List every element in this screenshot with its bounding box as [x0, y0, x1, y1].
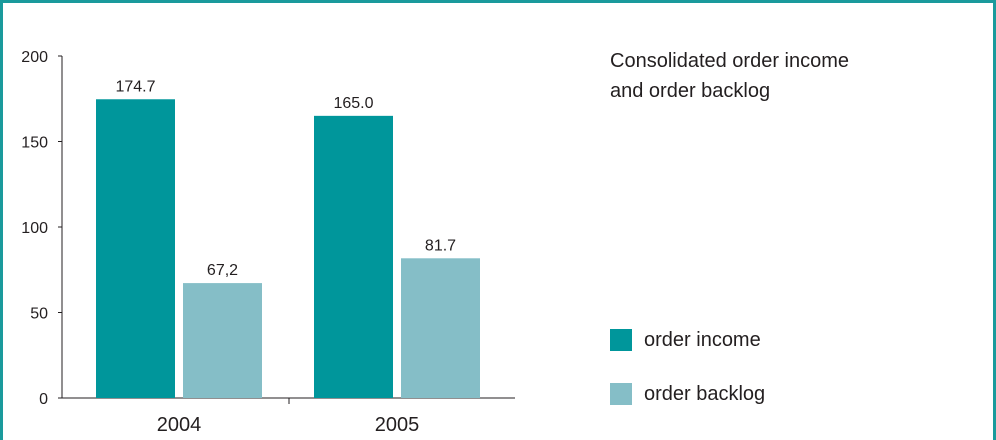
y-tick-label: 0	[39, 391, 48, 408]
legend-item-order-backlog: order backlog	[610, 381, 765, 407]
x-axis: 2004 2005	[62, 397, 515, 436]
legend-item-order-income: order income	[610, 327, 765, 353]
data-label: 174.7	[115, 78, 155, 95]
data-label: 81.7	[425, 237, 456, 254]
chart-title: Consolidated order income and order back…	[610, 50, 850, 102]
y-tick-label: 200	[21, 49, 48, 66]
legend-swatch-order-backlog	[610, 383, 632, 405]
y-tick-label: 50	[30, 306, 48, 323]
y-tick-label: 150	[21, 135, 48, 152]
bar-order-backlog-2005	[401, 258, 480, 398]
legend-label-order-backlog: order backlog	[644, 382, 766, 405]
y-axis: 0 50 100 150 200	[21, 49, 63, 408]
bar-order-backlog-2004	[183, 283, 262, 398]
bar-order-income-2005	[314, 115, 393, 398]
legend-label-order-income: order income	[644, 328, 761, 351]
data-label: 165.0	[333, 95, 373, 112]
x-tick-label: 2005	[375, 414, 420, 436]
legend-swatch-order-income	[610, 329, 632, 351]
legend: order income order backlog	[610, 327, 765, 435]
bars: 174.7 165.0 67,2 81.7	[96, 78, 480, 398]
x-tick-label: 2004	[157, 414, 202, 436]
bar-order-income-2004	[96, 99, 175, 398]
y-tick-label: 100	[21, 220, 48, 237]
data-label: 67,2	[207, 262, 238, 279]
